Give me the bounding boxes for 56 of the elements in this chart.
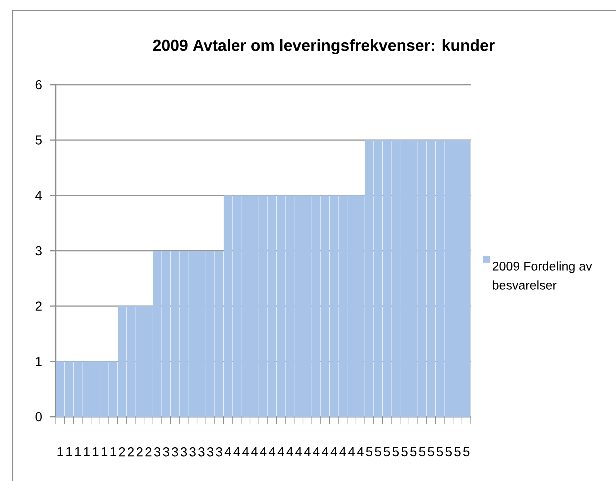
x-tick-label: 3 (163, 448, 170, 457)
x-tick-label: 4 (296, 448, 302, 456)
y-tick-label: 5 (36, 136, 42, 145)
x-tick-label: 5 (454, 448, 461, 457)
x-tick-label: 1 (93, 448, 99, 456)
y-tick-label: 0 (36, 412, 42, 422)
x-tick-label: 5 (419, 448, 426, 457)
x-tick-label: 1 (58, 448, 64, 456)
y-tick-label: 3 (36, 246, 42, 256)
x-tick-label: 2 (128, 448, 134, 457)
x-tick-label: 4 (348, 448, 356, 456)
x-tick-label: 4 (304, 448, 311, 456)
x-tick-label: 3 (180, 448, 188, 457)
x-tick-label: 4 (322, 448, 329, 456)
x-tick-label: 4 (224, 448, 232, 456)
x-tick-label: 3 (172, 448, 178, 457)
x-tick-label: 3 (190, 448, 196, 457)
y-tick-label: 4 (36, 191, 42, 200)
x-tick-label: 2 (136, 448, 143, 457)
x-tick-label: 4 (357, 448, 364, 456)
x-tick-label: 1 (110, 448, 116, 456)
x-tick-label: 5 (392, 448, 400, 457)
x-tick-label: 4 (260, 448, 267, 456)
x-tick-label: 5 (446, 448, 452, 457)
x-tick-label: 4 (330, 448, 338, 456)
x-tick-label: 5 (375, 448, 382, 457)
x-tick-label: 4 (251, 448, 258, 456)
chart-title: 2009 Avtaler om leveringsfrekvenser: kunder (153, 39, 495, 54)
x-tick-label: 5 (428, 448, 434, 457)
x-tick-label: 5 (463, 448, 470, 457)
x-tick-label: 2 (119, 448, 126, 457)
x-tick-label: 1 (75, 448, 82, 456)
x-tick-label: 1 (102, 448, 108, 456)
x-tick-label: 5 (366, 448, 373, 457)
x-tick-label: 4 (278, 448, 284, 456)
x-tick-label: 4 (286, 448, 294, 456)
x-tick-label: 3 (216, 448, 222, 457)
x-tick-label: 5 (437, 448, 444, 457)
x-tick-label: 4 (340, 448, 346, 456)
x-tick-label: 2 (146, 448, 152, 457)
y-tick-label: 1 (36, 357, 42, 366)
x-tick-label: 3 (198, 448, 205, 457)
x-tick-label: 5 (384, 448, 390, 457)
x-tick-label: 5 (410, 448, 417, 457)
x-tick-label: 3 (154, 448, 161, 457)
x-tick-label: 5 (402, 448, 408, 457)
x-tick-label: 4 (269, 448, 276, 456)
x-tick-label: 3 (207, 448, 214, 457)
x-tick-label: 4 (313, 448, 320, 456)
y-tick-label: 2 (36, 302, 42, 311)
x-tick-label: 4 (234, 448, 240, 456)
x-tick-label: 4 (242, 448, 250, 456)
x-tick-label: 1 (84, 448, 90, 456)
x-tick-label: 1 (66, 448, 72, 456)
legend-label: 2009 Fordeling av besvarelser (492, 262, 592, 290)
y-tick-label: 6 (36, 80, 42, 90)
